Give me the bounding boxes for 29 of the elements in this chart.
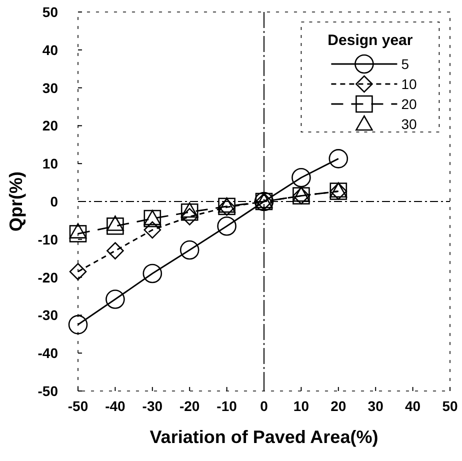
legend-label: 5 <box>401 56 410 72</box>
x-tick-label: -10 <box>216 398 238 414</box>
y-tick-label: -10 <box>38 231 58 248</box>
y-tick-label: 10 <box>42 156 58 172</box>
y-tick-label: 30 <box>42 80 58 96</box>
y-tick-label: 0 <box>50 194 58 210</box>
x-tick-label: 50 <box>442 398 458 414</box>
x-tick-label: 10 <box>293 398 310 414</box>
x-axis-title: Variation of Paved Area(%) <box>150 427 378 447</box>
y-tick-label: 50 <box>42 4 58 20</box>
y-tick-label: -30 <box>38 307 58 324</box>
y-tick-label: -50 <box>38 383 58 399</box>
y-tick-label: -40 <box>38 345 58 362</box>
y-tick-label: 40 <box>42 42 58 58</box>
x-tick-label: -30 <box>142 398 163 414</box>
legend-label: 20 <box>401 96 417 112</box>
y-tick-label: 20 <box>42 118 58 134</box>
legend-label: 10 <box>401 76 417 92</box>
x-tick-label: -50 <box>68 398 88 414</box>
legend-title: Design year <box>328 32 413 49</box>
x-tick-label: -20 <box>179 398 200 414</box>
legend-label: 30 <box>401 116 417 132</box>
x-tick-label: -40 <box>105 398 126 414</box>
y-axis-title: Qpr(%) <box>6 172 26 232</box>
x-tick-label: 20 <box>330 398 346 414</box>
y-tick-label: -20 <box>38 269 58 286</box>
x-tick-label: 0 <box>260 398 268 414</box>
x-tick-label: 30 <box>368 398 384 414</box>
x-tick-label: 40 <box>405 398 421 414</box>
